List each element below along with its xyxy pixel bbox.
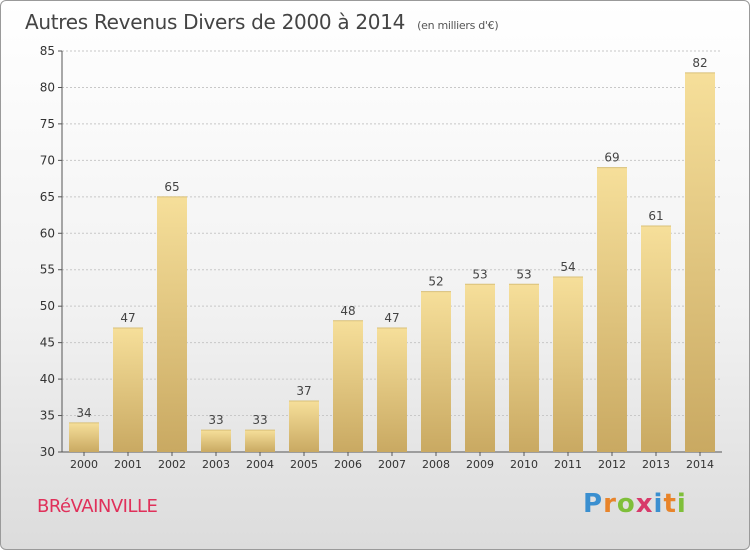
x-tick-label: 2013 — [642, 458, 670, 471]
bar-value-label: 54 — [560, 260, 575, 274]
bar — [597, 167, 627, 452]
bar — [377, 328, 407, 452]
logo-letter: x — [635, 489, 654, 519]
y-tick-label: 75 — [40, 117, 55, 131]
bar-value-label: 33 — [252, 413, 267, 427]
x-tick-label: 2009 — [466, 458, 494, 471]
logo-letter: t — [663, 489, 677, 519]
x-tick-label: 2000 — [70, 458, 98, 471]
chart-subtitle: (en milliers d'€) — [417, 19, 499, 32]
x-tick-label: 2006 — [334, 458, 362, 471]
logo-letter: i — [653, 489, 664, 519]
bar-value-label: 69 — [604, 151, 619, 165]
bar — [289, 400, 319, 452]
x-tick-label: 2003 — [202, 458, 230, 471]
y-tick-label: 55 — [40, 263, 55, 277]
chart-title-text: Autres Revenus Divers de 2000 à 2014 — [25, 10, 406, 34]
bar — [245, 430, 275, 452]
y-tick-label: 35 — [40, 409, 55, 423]
bar-value-label: 52 — [428, 275, 443, 289]
y-tick-label: 40 — [40, 372, 55, 386]
bar-value-label: 61 — [648, 209, 663, 223]
y-tick-label: 65 — [40, 190, 55, 204]
y-tick-label: 30 — [40, 445, 55, 459]
bar — [509, 284, 539, 452]
bar — [685, 72, 715, 452]
x-tick-label: 2008 — [422, 458, 450, 471]
bar — [553, 277, 583, 452]
commune-name: BRéVAINVILLE — [37, 496, 158, 517]
logo-letter: r — [603, 489, 617, 519]
bar — [69, 422, 99, 452]
x-tick-label: 2012 — [598, 458, 626, 471]
chart-title: Autres Revenus Divers de 2000 à 2014 (en… — [25, 10, 499, 34]
logo-letter: i — [676, 489, 687, 519]
y-tick-label: 50 — [40, 299, 55, 313]
bar — [333, 320, 363, 452]
bar-value-label: 37 — [296, 384, 311, 398]
y-tick-label: 45 — [40, 336, 55, 350]
bar — [113, 328, 143, 452]
bar-value-label: 53 — [516, 267, 531, 281]
bar-value-label: 53 — [472, 267, 487, 281]
x-tick-label: 2010 — [510, 458, 538, 471]
x-tick-label: 2011 — [554, 458, 582, 471]
proxiti-logo: Proxiti — [583, 489, 687, 519]
bar-value-label: 33 — [208, 413, 223, 427]
bar — [465, 284, 495, 452]
bar-value-label: 48 — [340, 304, 355, 318]
bar-value-label: 82 — [692, 56, 707, 70]
y-tick-label: 80 — [40, 80, 55, 94]
logo-letter: o — [616, 489, 636, 519]
y-tick-label: 70 — [40, 153, 55, 167]
bar-value-label: 34 — [76, 406, 91, 420]
x-tick-label: 2001 — [114, 458, 142, 471]
bar — [641, 225, 671, 452]
bar — [157, 196, 187, 452]
bar — [201, 430, 231, 452]
x-tick-label: 2002 — [158, 458, 186, 471]
x-tick-label: 2004 — [246, 458, 274, 471]
logo-letter: P — [583, 489, 604, 519]
x-tick-label: 2014 — [686, 458, 714, 471]
x-tick-label: 2007 — [378, 458, 406, 471]
bar-value-label: 65 — [164, 180, 179, 194]
y-tick-label: 85 — [40, 44, 55, 58]
y-tick-label: 60 — [40, 226, 55, 240]
bar-value-label: 47 — [384, 311, 399, 325]
bar-value-label: 47 — [120, 311, 135, 325]
x-tick-label: 2005 — [290, 458, 318, 471]
bar — [421, 291, 451, 452]
